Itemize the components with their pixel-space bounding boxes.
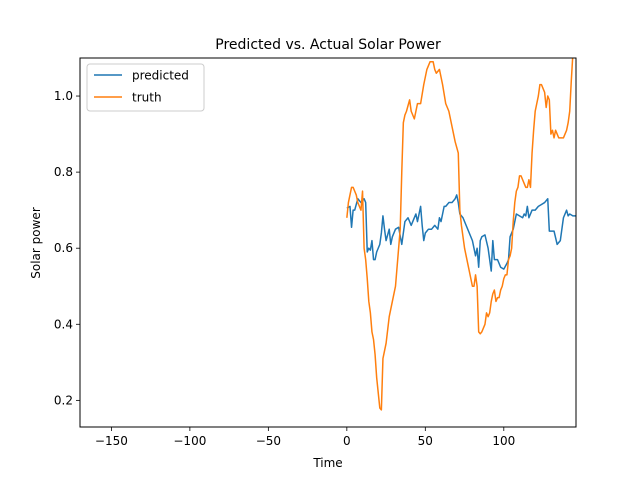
plot-frame: [79, 57, 577, 428]
series-line-truth: [346, 58, 574, 411]
legend-label-truth: truth: [132, 91, 162, 105]
y-tick-label: 0.4: [54, 317, 73, 331]
x-tick-label: −50: [256, 434, 281, 448]
y-tick-label: 1.0: [54, 89, 73, 103]
y-tick-label: 0.2: [54, 393, 73, 407]
x-tick-label: −100: [173, 434, 206, 448]
x-axis: −150 −100 −50 0 50 100: [95, 427, 515, 448]
x-tick-label: 0: [343, 434, 351, 448]
chart-title: Predicted vs. Actual Solar Power: [215, 37, 441, 53]
y-tick-label: 0.8: [54, 165, 73, 179]
x-tick-label: 100: [492, 434, 515, 448]
series-line-predicted: [346, 194, 576, 272]
x-tick-label: 50: [418, 434, 433, 448]
x-axis-label: Time: [312, 456, 342, 470]
x-tick-label: −150: [95, 434, 128, 448]
legend-label-predicted: predicted: [132, 69, 189, 83]
y-tick-label: 0.6: [54, 241, 73, 255]
series-layer: [346, 58, 576, 411]
y-axis: 0.2 0.4 0.6 0.8 1.0: [54, 89, 80, 407]
y-axis-label: Solar power: [29, 207, 43, 279]
legend: predicted truth: [86, 63, 205, 112]
